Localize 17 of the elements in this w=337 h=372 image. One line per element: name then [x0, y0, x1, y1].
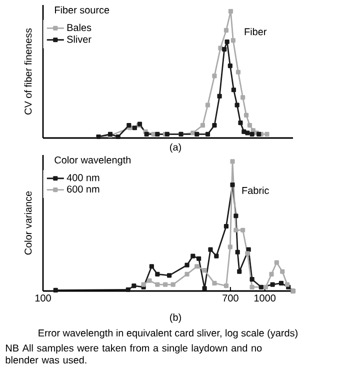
- x-axis-title: Error wavelength in equivalent card sliver, log scale (yards): [38, 329, 298, 338]
- legend-label: Bales: [67, 24, 92, 32]
- text: NB All samples were taken from a single laydown and no blender was used.: [6, 344, 262, 364]
- y-axis-title: CV of fiber fineness: [24, 28, 32, 114]
- legend-label: 600 nm: [67, 186, 100, 193]
- legend-title: Fiber source: [55, 6, 110, 14]
- annotation: Fabric: [242, 186, 269, 194]
- x-tick-label: 100: [35, 294, 51, 302]
- x-tick-label: 1000: [254, 294, 276, 302]
- legend-label: 400 nm: [66, 174, 100, 182]
- y-axis-title: Color variance: [24, 191, 32, 255]
- annotation: Fiber: [244, 28, 267, 36]
- legend-title: Color wavelength: [54, 156, 130, 166]
- text: (a): [170, 143, 181, 153]
- text: (b): [170, 314, 181, 323]
- legend-label: Sliver: [67, 36, 92, 43]
- x-tick-label: 700: [222, 294, 238, 302]
